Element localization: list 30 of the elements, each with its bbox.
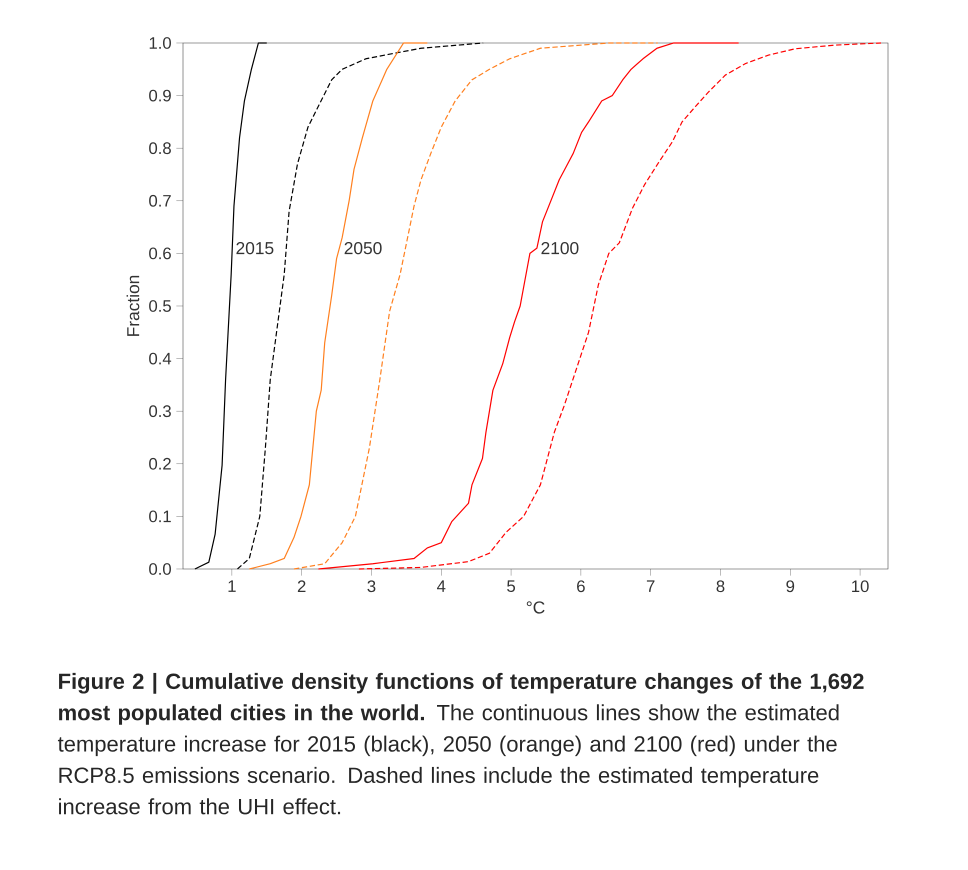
y-tick-label: 0.1 <box>149 510 171 522</box>
x-tick-label: 3 <box>367 580 376 592</box>
x-tick-label: 7 <box>646 580 654 592</box>
y-tick-label: 0.2 <box>149 458 171 470</box>
y-tick-label: 0.3 <box>149 405 171 418</box>
line-series <box>293 42 658 570</box>
x-axis-title: °C <box>526 601 545 614</box>
y-tick-label: 0.9 <box>149 90 171 102</box>
text: Figure 2 | Cumulative density functions of temperature changes of the 1,692 most populated cities in the world. The continuous lines show the estimated temperature increase for 2015 (black), 2050 (orange) and 2100 (red) under the RCP8.5 emissions scenario. Dashed lines include the estimated temperature increase from the UHI effect. <box>58 672 864 814</box>
y-tick-label: 0.0 <box>149 563 171 575</box>
y-tick-label: 0.8 <box>149 142 171 154</box>
y-tick-label: 0.7 <box>149 194 171 207</box>
y-axis-title: Fraction <box>126 276 140 336</box>
annotation: 2100 <box>541 242 578 254</box>
x-tick-label: 5 <box>507 580 516 592</box>
y-tick-label: 0.6 <box>149 248 171 260</box>
annotation: 2015 <box>236 242 274 254</box>
y-tick-label: 0.4 <box>149 352 172 364</box>
x-tick-label: 8 <box>716 580 724 592</box>
x-tick-label: 4 <box>437 580 446 592</box>
line-series <box>318 42 740 570</box>
y-tick-label: 0.5 <box>149 300 171 312</box>
y-tick-label: 1.0 <box>150 37 171 49</box>
x-tick-label: 6 <box>577 580 585 592</box>
annotation: 2050 <box>344 242 382 254</box>
x-tick-label: 2 <box>298 580 306 592</box>
line-series <box>236 42 484 570</box>
x-tick-label: 1 <box>228 580 236 592</box>
x-tick-label: 9 <box>786 580 794 592</box>
x-tick-label: 10 <box>852 580 869 592</box>
